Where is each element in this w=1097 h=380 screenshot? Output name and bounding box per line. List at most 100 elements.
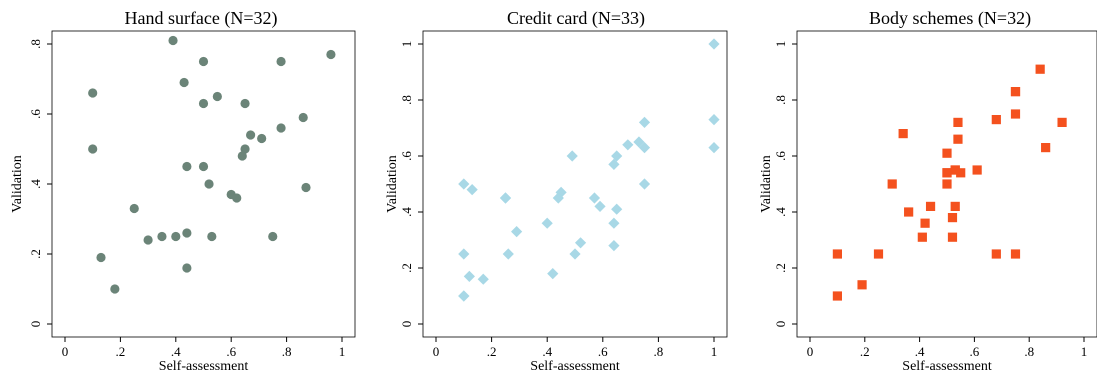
x-tick-label: .4 — [171, 344, 181, 359]
data-point — [301, 182, 311, 193]
data-point — [947, 232, 958, 242]
x-tick-label: .2 — [860, 344, 870, 359]
x-axis-label: Self-assessment — [902, 359, 992, 374]
plot-frame — [51, 30, 356, 338]
data-point — [547, 268, 559, 280]
data-point — [917, 232, 927, 242]
data-point — [638, 116, 651, 128]
data-point — [574, 237, 587, 249]
data-point — [198, 56, 209, 67]
data-point — [198, 161, 209, 172]
x-tick-label: .6 — [598, 344, 608, 359]
y-tick-label: .2 — [399, 263, 414, 273]
y-tick-label: .4 — [28, 179, 43, 189]
data-point — [622, 139, 634, 151]
data-point — [541, 217, 553, 229]
data-point — [499, 192, 512, 204]
data-point — [953, 117, 963, 127]
data-point — [608, 158, 620, 170]
data-point — [458, 290, 470, 302]
data-point — [1035, 64, 1045, 74]
data-point — [608, 240, 620, 252]
x-tick-label: .2 — [116, 344, 126, 359]
data-point — [588, 192, 601, 204]
data-point — [611, 203, 623, 215]
x-tick-label: 1 — [711, 344, 718, 359]
data-point — [179, 77, 189, 88]
data-point — [276, 123, 286, 133]
y-tick-label: .2 — [773, 263, 788, 273]
data-point — [950, 165, 960, 175]
y-tick-label: 1 — [773, 41, 788, 48]
data-point — [477, 273, 489, 285]
data-point — [832, 249, 842, 259]
data-point — [953, 134, 963, 144]
data-point — [708, 38, 720, 50]
x-tick-label: 1 — [1081, 344, 1088, 359]
data-point — [212, 91, 222, 102]
data-point — [956, 168, 966, 178]
y-tick-label: 0 — [773, 321, 788, 328]
data-point — [991, 249, 1001, 259]
data-point — [947, 213, 958, 223]
panel-body-schemes: Body schemes (N=32) 0 .2 .4 .6 .8 1 0 .2 .4 .6 .8 1 S… — [759, 8, 1097, 374]
data-point — [458, 178, 470, 190]
data-point — [569, 248, 581, 260]
x-tick-label: .4 — [915, 344, 925, 359]
x-tick-label: 0 — [807, 344, 814, 359]
data-point — [638, 178, 651, 190]
data-point — [920, 218, 930, 228]
x-tick-label: .8 — [654, 344, 664, 359]
data-point — [942, 179, 952, 189]
data-point — [88, 88, 98, 98]
data-point — [925, 201, 936, 211]
x-tick-label: .2 — [487, 344, 497, 359]
data-point — [326, 49, 336, 60]
x-tick-label: .8 — [1024, 344, 1034, 359]
y-tick-label: .2 — [28, 249, 43, 259]
data-point — [1010, 87, 1021, 97]
data-point — [298, 112, 308, 123]
y-axis-label: Validation — [759, 155, 774, 213]
data-point — [857, 280, 867, 290]
data-point — [276, 56, 286, 67]
data-point — [1010, 249, 1021, 259]
data-point — [1057, 117, 1067, 127]
chart-title: Credit card (N=33) — [507, 8, 645, 29]
data-point — [182, 161, 192, 172]
x-tick-label: .8 — [282, 344, 292, 359]
x-tick-label: 0 — [433, 344, 440, 359]
data-point — [463, 270, 475, 282]
data-point — [458, 248, 470, 260]
panel-hand-surface: Hand surface (N=32) 0 .2 .4 .6 .8 1 0 .2 .4 .6 .8 Se… — [10, 8, 356, 374]
x-tick-label: .6 — [970, 344, 980, 359]
data-point — [566, 150, 578, 162]
data-point — [143, 235, 153, 245]
data-point — [168, 35, 178, 46]
x-tick-label: 0 — [62, 344, 69, 359]
data-point — [182, 228, 192, 238]
data-point — [157, 231, 167, 242]
data-point — [942, 148, 952, 158]
data-point — [904, 207, 914, 217]
data-point — [240, 144, 250, 154]
data-point — [245, 130, 256, 140]
data-point — [898, 129, 908, 139]
data-point — [171, 231, 181, 242]
data-point — [1041, 143, 1051, 153]
x-axis-label: Self-assessment — [159, 359, 249, 374]
y-tick-label: .4 — [773, 207, 788, 217]
y-tick-label: .8 — [773, 95, 788, 105]
y-axis-label: Validation — [10, 155, 25, 213]
data-point — [268, 231, 278, 242]
y-tick-label: .8 — [28, 39, 43, 49]
data-point — [240, 98, 250, 109]
y-axis-label: Validation — [385, 155, 400, 213]
data-point — [204, 179, 214, 189]
data-point — [832, 291, 842, 301]
panel-credit-card: Credit card (N=33) 0 .2 .4 .6 .8 1 0 .2 .4 .6 .8 1 Se… — [385, 8, 728, 374]
data-point — [88, 144, 98, 154]
chart-title: Body schemes (N=32) — [869, 8, 1031, 29]
data-point — [887, 179, 897, 189]
